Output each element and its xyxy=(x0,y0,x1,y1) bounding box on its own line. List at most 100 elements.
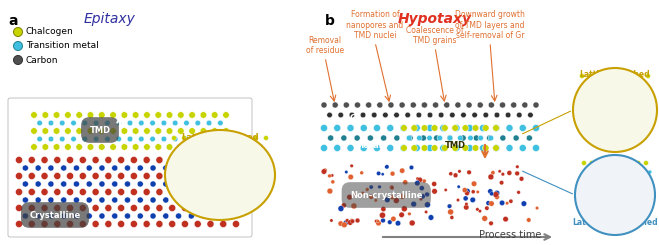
Circle shape xyxy=(195,120,200,126)
Circle shape xyxy=(462,125,469,131)
Circle shape xyxy=(621,91,626,97)
Circle shape xyxy=(447,209,453,215)
Circle shape xyxy=(374,124,380,132)
Circle shape xyxy=(500,102,505,108)
Circle shape xyxy=(640,207,644,211)
Circle shape xyxy=(208,186,212,190)
Circle shape xyxy=(248,186,252,190)
Circle shape xyxy=(121,112,128,118)
Circle shape xyxy=(432,145,438,151)
Circle shape xyxy=(471,181,476,186)
Circle shape xyxy=(87,128,94,134)
Circle shape xyxy=(419,186,424,191)
Circle shape xyxy=(187,186,191,190)
Circle shape xyxy=(223,128,229,134)
Circle shape xyxy=(467,170,471,175)
Circle shape xyxy=(592,83,596,87)
Circle shape xyxy=(61,213,67,219)
Circle shape xyxy=(483,112,488,118)
Circle shape xyxy=(594,170,598,174)
Circle shape xyxy=(233,172,239,180)
Circle shape xyxy=(132,112,139,118)
Circle shape xyxy=(376,171,381,175)
Text: Chalcogen: Chalcogen xyxy=(26,27,74,37)
Circle shape xyxy=(341,135,347,141)
Circle shape xyxy=(463,196,468,201)
Circle shape xyxy=(347,124,354,132)
Circle shape xyxy=(581,179,587,184)
Circle shape xyxy=(596,113,601,117)
Circle shape xyxy=(94,136,99,142)
Circle shape xyxy=(243,135,248,140)
Circle shape xyxy=(600,198,604,202)
Circle shape xyxy=(453,145,460,151)
Circle shape xyxy=(121,128,128,134)
Text: Carbon: Carbon xyxy=(26,56,59,64)
Circle shape xyxy=(214,165,220,171)
Circle shape xyxy=(99,197,105,203)
Circle shape xyxy=(331,180,335,184)
Circle shape xyxy=(86,165,92,171)
Circle shape xyxy=(137,213,143,219)
Circle shape xyxy=(494,195,500,199)
Circle shape xyxy=(432,182,437,186)
Circle shape xyxy=(202,177,207,183)
Circle shape xyxy=(156,172,163,180)
Circle shape xyxy=(86,197,92,203)
Circle shape xyxy=(338,112,343,118)
Circle shape xyxy=(381,207,386,212)
Circle shape xyxy=(112,213,118,219)
Circle shape xyxy=(161,120,167,126)
Circle shape xyxy=(54,172,61,180)
Circle shape xyxy=(48,213,54,219)
Circle shape xyxy=(192,194,197,198)
Circle shape xyxy=(137,197,143,203)
Circle shape xyxy=(620,179,625,184)
Circle shape xyxy=(76,128,82,134)
Circle shape xyxy=(617,83,621,87)
Circle shape xyxy=(218,186,222,190)
Circle shape xyxy=(99,213,105,219)
Circle shape xyxy=(223,151,227,157)
Ellipse shape xyxy=(165,130,275,220)
Circle shape xyxy=(476,208,479,211)
Circle shape xyxy=(476,190,479,194)
Circle shape xyxy=(31,144,38,150)
Circle shape xyxy=(223,194,227,198)
Circle shape xyxy=(182,177,186,183)
Circle shape xyxy=(432,102,439,108)
Circle shape xyxy=(450,216,454,220)
Circle shape xyxy=(347,194,353,200)
Circle shape xyxy=(48,181,54,187)
Circle shape xyxy=(219,188,227,196)
Circle shape xyxy=(143,205,150,211)
Circle shape xyxy=(219,205,227,211)
Circle shape xyxy=(181,220,188,228)
Circle shape xyxy=(588,74,592,78)
Circle shape xyxy=(207,157,214,163)
Circle shape xyxy=(608,198,613,202)
Circle shape xyxy=(207,220,214,228)
Circle shape xyxy=(169,157,176,163)
Circle shape xyxy=(519,176,524,181)
Circle shape xyxy=(633,170,637,174)
Circle shape xyxy=(407,135,413,141)
Circle shape xyxy=(177,144,184,150)
Circle shape xyxy=(125,213,130,219)
Circle shape xyxy=(642,83,646,87)
Circle shape xyxy=(105,157,112,163)
Circle shape xyxy=(442,145,448,151)
Circle shape xyxy=(442,125,448,131)
Circle shape xyxy=(130,157,137,163)
Circle shape xyxy=(73,181,80,187)
Circle shape xyxy=(522,102,528,108)
Circle shape xyxy=(409,220,415,226)
Circle shape xyxy=(628,179,633,184)
Circle shape xyxy=(604,91,610,97)
Circle shape xyxy=(192,151,197,157)
Circle shape xyxy=(163,197,169,203)
Circle shape xyxy=(189,144,195,150)
Circle shape xyxy=(201,197,207,203)
Circle shape xyxy=(214,213,220,219)
Circle shape xyxy=(399,194,405,199)
